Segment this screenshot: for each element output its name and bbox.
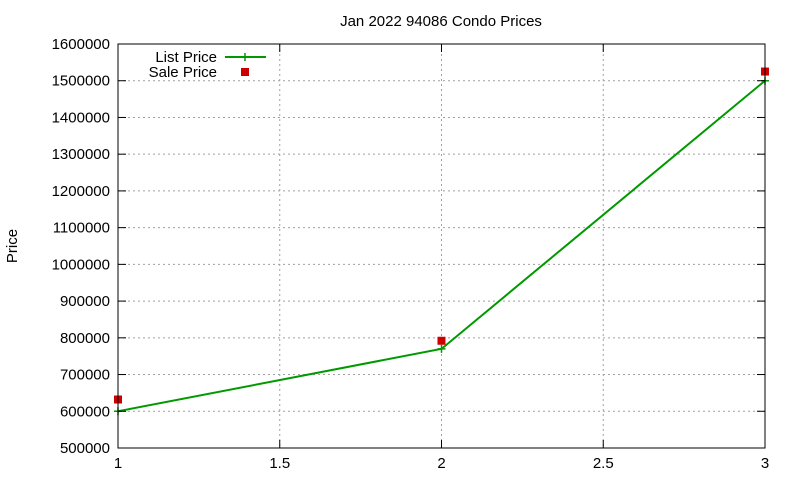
axis-ticks: 500000 600000 700000 800000 900000 1000000 110… [52, 36, 770, 472]
y-tick-label: 1000000 [52, 256, 110, 273]
plus-marker [241, 53, 249, 61]
legend-label: List Price [155, 49, 217, 66]
y-tick-label: 1400000 [52, 109, 110, 126]
y-tick-label: 500000 [60, 440, 110, 457]
chart-title: Jan 2022 94086 Condo Prices [340, 13, 542, 30]
square-marker [437, 336, 446, 345]
square-marker [241, 68, 249, 76]
x-tick-label: 3 [761, 455, 769, 472]
grid-lines [118, 44, 765, 448]
y-tick-label: 900000 [60, 293, 110, 310]
y-tick-label: 700000 [60, 367, 110, 384]
y-tick-label: 1100000 [53, 220, 110, 237]
legend-label: Sale Price [149, 64, 217, 81]
x-tick-label: 2 [437, 455, 445, 472]
y-axis-label: Price [4, 229, 21, 263]
y-tick-label: 1500000 [52, 73, 110, 90]
y-tick-label: 600000 [60, 403, 110, 420]
plus-marker [437, 344, 446, 353]
y-tick-label: 1200000 [52, 183, 110, 200]
y-tick-label: 800000 [60, 330, 110, 347]
x-tick-label: 2.5 [593, 455, 614, 472]
x-tick-label: 1.5 [269, 455, 290, 472]
y-tick-label: 1600000 [52, 36, 110, 53]
x-tick-label: 1 [114, 455, 122, 472]
y-tick-label: 1300000 [52, 146, 110, 163]
